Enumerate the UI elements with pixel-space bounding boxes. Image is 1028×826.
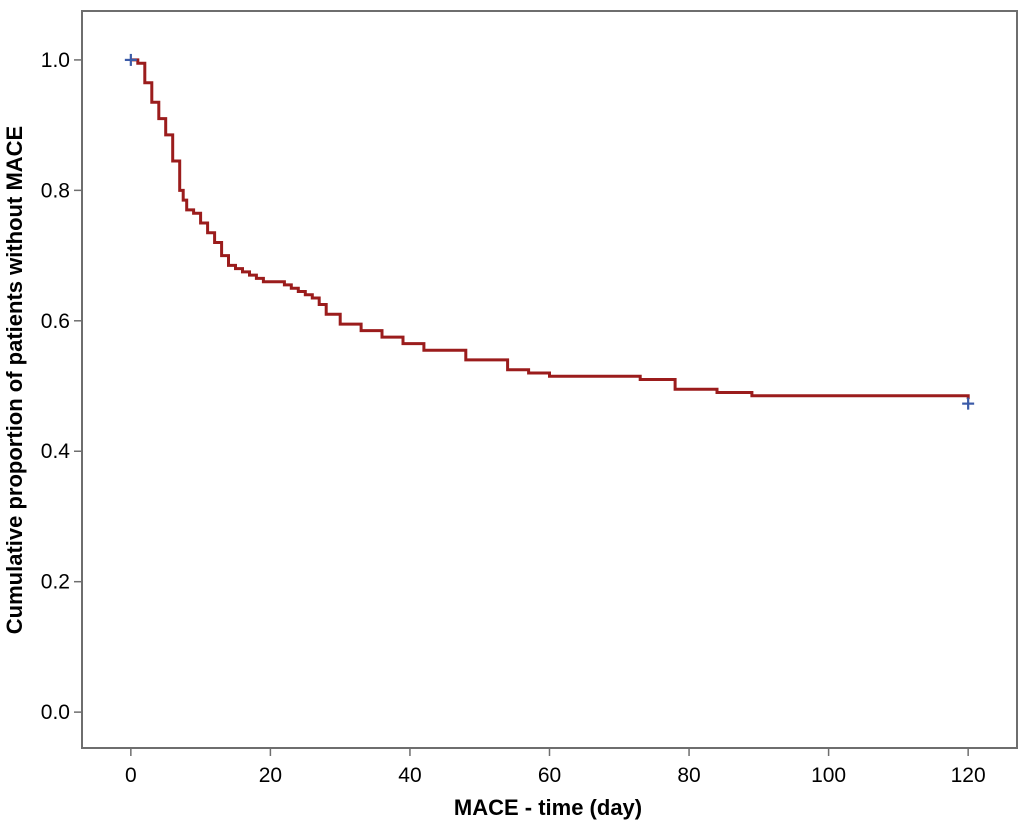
censor-mark (124, 53, 137, 66)
x-axis: 0 20 40 60 80 100 120 (125, 748, 986, 787)
censor-mark (962, 397, 975, 410)
x-tick-label: 20 (259, 764, 282, 787)
y-tick-label: 1.0 (41, 49, 70, 72)
y-tick-label: 0.4 (41, 440, 71, 463)
plot-frame (81, 10, 1018, 749)
y-tick-label: 0.6 (41, 310, 70, 333)
y-tick-label: 0.2 (41, 571, 70, 594)
y-tick-label: 0.8 (41, 179, 70, 202)
x-tick-label: 60 (538, 764, 561, 787)
x-tick-label: 40 (398, 764, 421, 787)
x-tick-label: 0 (125, 764, 137, 787)
y-axis: 0.0 0.2 0.4 0.6 0.8 1.0 (41, 49, 82, 724)
plot-area (81, 10, 1018, 749)
survival-curve (130, 58, 970, 400)
y-tick-label: 0.0 (41, 701, 70, 724)
x-tick-label: 80 (677, 764, 700, 787)
x-tick-label: 100 (811, 764, 846, 787)
y-axis-title: Cumulative proportion of patients withou… (2, 126, 27, 634)
x-tick-label: 120 (951, 764, 986, 787)
x-axis-title: MACE - time (day) (454, 795, 642, 820)
